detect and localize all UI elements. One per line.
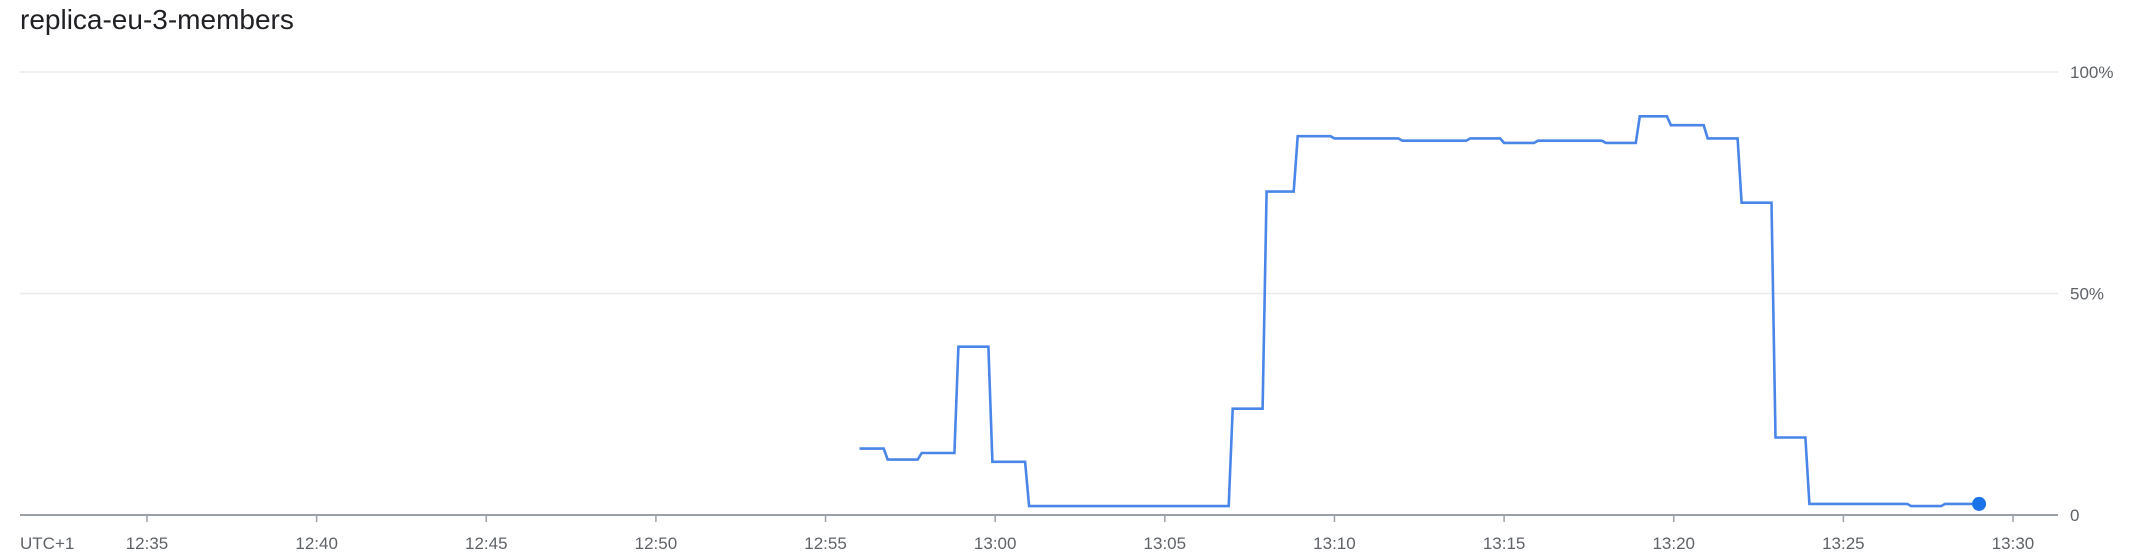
data-point (955, 344, 961, 350)
data-point (856, 446, 862, 452)
x-tick-label: 13:30 (1992, 534, 2035, 552)
data-point (1026, 503, 1032, 509)
data-point (1942, 501, 1948, 507)
data-point (1295, 133, 1301, 139)
data-point (1501, 140, 1507, 146)
x-tick-label: 12:50 (635, 534, 678, 552)
data-point (1399, 138, 1405, 144)
data-point (1908, 503, 1914, 509)
data-point (1264, 189, 1270, 195)
x-tick-label: 13:05 (1144, 534, 1187, 552)
data-point (1806, 501, 1812, 507)
chart-title: replica-eu-3-members (20, 4, 294, 35)
data-point (1230, 406, 1236, 412)
data-point (989, 459, 995, 465)
data-point (919, 450, 925, 456)
data-point (885, 457, 891, 463)
series-layer (856, 113, 1987, 511)
x-tick-label: 12:55 (804, 534, 847, 552)
y-tick-label: 0 (2070, 506, 2079, 525)
timezone-label: UTC+1 (20, 534, 74, 552)
data-point (1739, 200, 1745, 206)
data-point (1535, 138, 1541, 144)
y-tick-label: 100% (2070, 63, 2113, 82)
x-tick-label: 12:40 (295, 534, 338, 552)
data-point (1773, 434, 1779, 440)
x-tick-label: 12:45 (465, 534, 508, 552)
axis-layer: 0 50% 100% UTC+1 12:35 12:40 12:45 12:50 12:55 13… (20, 63, 2113, 552)
y-tick-label: 50% (2070, 285, 2104, 304)
x-tick-label: 13:00 (974, 534, 1017, 552)
data-point (1331, 135, 1337, 141)
x-tick-label: 12:35 (126, 534, 169, 552)
data-point (1603, 140, 1609, 146)
x-tick-label: 13:15 (1483, 534, 1526, 552)
series-line (859, 115, 1980, 508)
data-point (1637, 113, 1643, 119)
data-point (1467, 135, 1473, 141)
series-endpoint-marker[interactable] (1972, 496, 1987, 511)
grid-layer (20, 71, 2058, 295)
data-point (1668, 122, 1674, 128)
x-tick-label: 13:25 (1822, 534, 1865, 552)
x-tick-label: 13:10 (1313, 534, 1356, 552)
x-tick-label: 13:20 (1652, 534, 1695, 552)
data-point (1705, 135, 1711, 141)
